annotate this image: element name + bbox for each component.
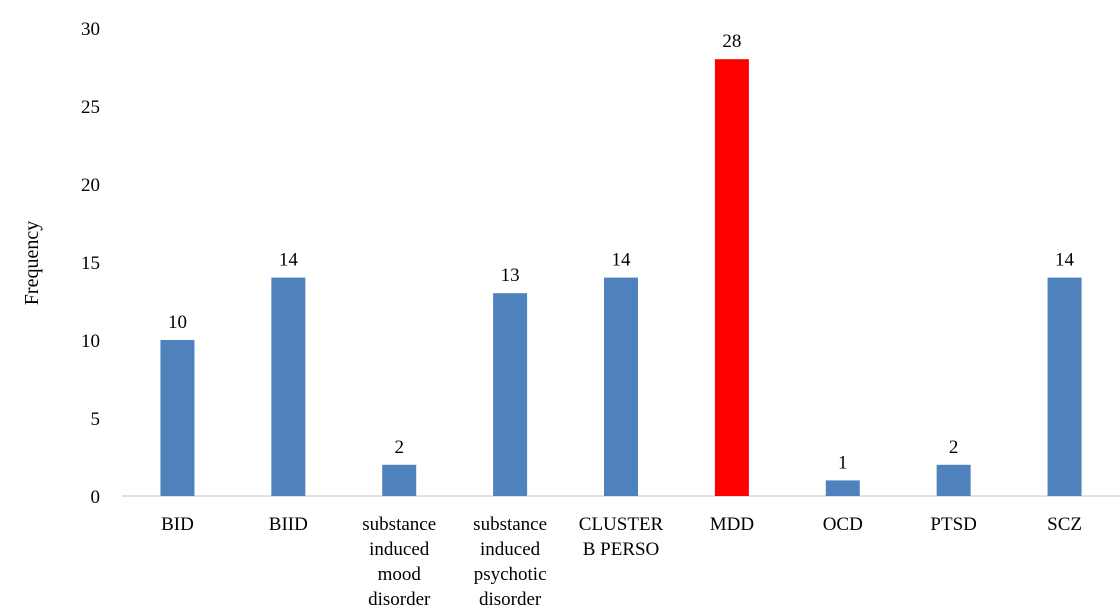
- x-category-label: substance induced psychotic disorder: [473, 514, 547, 610]
- x-category-label-line: disorder: [479, 589, 542, 610]
- bar-data-label: 14: [1055, 250, 1075, 271]
- y-axis-label: Frequency: [21, 221, 43, 305]
- y-tick-label: 0: [91, 487, 101, 508]
- x-category-label: PTSD: [930, 514, 976, 535]
- bar-data-label: 13: [501, 265, 520, 286]
- x-category-label: MDD: [710, 514, 754, 535]
- x-category-label-line: MDD: [710, 514, 754, 535]
- bar: [1047, 277, 1082, 496]
- x-category-label-line: induced: [369, 539, 430, 560]
- x-category-label-line: SCZ: [1047, 514, 1082, 535]
- x-category-label: BID: [161, 514, 194, 535]
- y-tick-label: 15: [81, 253, 100, 274]
- x-category-label-line: psychotic: [474, 564, 547, 585]
- x-category-label-line: BID: [161, 514, 194, 535]
- x-category-label: SCZ: [1047, 514, 1082, 535]
- bar: [382, 464, 417, 496]
- y-axis-ticks: 0 5 10 15 20 25 30: [81, 19, 100, 508]
- y-tick-label: 5: [91, 409, 101, 430]
- y-tick-label: 25: [81, 97, 100, 118]
- x-category-label-line: CLUSTER: [579, 514, 664, 535]
- x-category-label-line: substance: [473, 514, 547, 535]
- x-category-label-line: BIID: [269, 514, 308, 535]
- bar: [936, 464, 971, 496]
- bars: [160, 59, 1082, 496]
- y-tick-label: 20: [81, 175, 100, 196]
- x-axis-categories: BID BIID substance induced mood disordersubst…: [161, 514, 1082, 610]
- bar: [825, 480, 860, 496]
- bar: [604, 277, 638, 496]
- bar-data-label: 2: [949, 437, 959, 458]
- x-category-label: substance induced mood disorder: [362, 514, 436, 610]
- bar: [271, 277, 306, 496]
- x-category-label-line: disorder: [368, 589, 431, 610]
- bar-data-label: 14: [612, 250, 632, 271]
- x-category-label-line: mood: [378, 564, 422, 585]
- x-category-label: OCD: [823, 514, 863, 535]
- x-category-label-line: B PERSO: [583, 539, 660, 560]
- y-tick-label: 30: [81, 19, 100, 40]
- bar-data-label: 2: [394, 437, 404, 458]
- x-category-label: BIID: [269, 514, 308, 535]
- bar: [714, 59, 749, 496]
- y-tick-label: 10: [81, 331, 100, 352]
- x-category-label-line: substance: [362, 514, 436, 535]
- bar: [493, 293, 528, 496]
- bar-data-label: 14: [279, 250, 299, 271]
- bar-data-label: 10: [168, 312, 187, 333]
- x-category-label-line: PTSD: [930, 514, 976, 535]
- x-category-label-line: induced: [480, 539, 541, 560]
- bar-data-label: 1: [838, 452, 848, 473]
- bar: [160, 340, 195, 496]
- x-category-label-line: OCD: [823, 514, 863, 535]
- bar-data-label: 28: [722, 31, 741, 52]
- x-category-label: CLUSTER B PERSO: [579, 514, 664, 560]
- bar-data-labels: 10 14 2 13 14 28 1 2 14: [168, 31, 1075, 473]
